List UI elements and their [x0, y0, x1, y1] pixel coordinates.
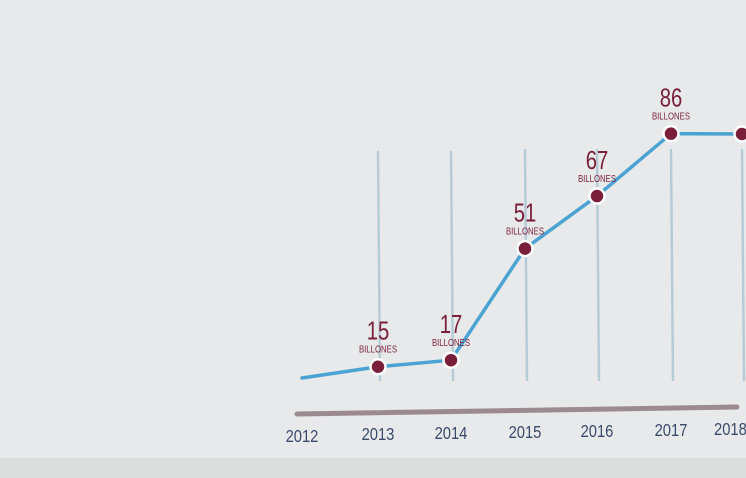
value-labels: 15BILLONES17BILLONES51BILLONES67BILLONES…	[359, 83, 690, 355]
line-chart: 15BILLONES17BILLONES51BILLONES67BILLONES…	[286, 83, 746, 447]
value-label-2013: 15	[367, 316, 390, 345]
gridline-2014	[449, 150, 455, 382]
value-label-2016: 67	[586, 146, 609, 175]
unit-label-2015: BILLONES	[506, 226, 544, 237]
data-point-2018	[733, 125, 746, 143]
gridline-2013	[376, 150, 382, 382]
data-point-2013	[369, 358, 387, 376]
unit-label-2016: BILLONES	[578, 173, 616, 184]
value-label-2017: 86	[660, 83, 683, 112]
x-tick-label-2016: 2016	[581, 422, 614, 442]
gridline-2018	[740, 148, 746, 382]
x-tick-label-2018: 2018	[714, 420, 746, 440]
x-tick-label-2012: 2012	[286, 427, 319, 447]
unit-label-2017: BILLONES	[652, 111, 690, 122]
unit-label-2013: BILLONES	[359, 344, 397, 355]
gridline-2016	[595, 148, 601, 382]
value-label-2014: 17	[440, 310, 463, 339]
data-point-2014	[442, 351, 460, 369]
x-axis	[294, 404, 740, 417]
axis-bar	[294, 404, 740, 417]
gridline-2015	[523, 148, 529, 382]
x-tick-label-2017: 2017	[655, 421, 688, 441]
unit-label-2014: BILLONES	[432, 337, 470, 348]
data-point-2015	[516, 239, 534, 258]
x-tick-labels: 2012 2013 2014 2015 2016 2017 2018	[286, 420, 746, 447]
footer-band	[0, 458, 746, 478]
data-point-2017	[662, 124, 680, 143]
data-point-2016	[588, 187, 606, 205]
x-tick-label-2015: 2015	[509, 423, 542, 443]
value-label-2015: 51	[514, 198, 537, 227]
x-tick-label-2014: 2014	[435, 424, 468, 444]
x-tick-label-2013: 2013	[362, 425, 395, 445]
data-points	[369, 124, 746, 376]
gridline-2017	[669, 148, 675, 382]
